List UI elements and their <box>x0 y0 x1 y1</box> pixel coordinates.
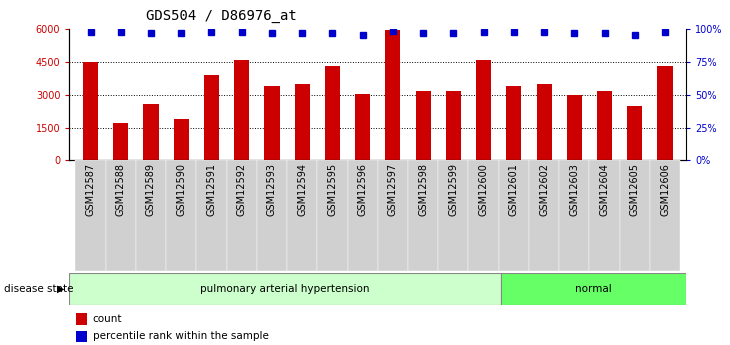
Bar <box>658 67 672 160</box>
Text: GSM12587: GSM12587 <box>85 162 96 216</box>
Text: percentile rank within the sample: percentile rank within the sample <box>93 331 269 341</box>
Bar <box>106 160 136 271</box>
Bar <box>318 160 347 271</box>
Bar <box>620 160 650 271</box>
Bar <box>446 90 461 160</box>
Bar <box>325 67 340 160</box>
Bar <box>295 84 310 160</box>
Text: GSM12602: GSM12602 <box>539 162 549 216</box>
Bar <box>438 160 469 271</box>
Bar <box>174 119 189 160</box>
Text: GSM12588: GSM12588 <box>116 162 126 216</box>
Bar <box>385 30 401 160</box>
Text: GSM12600: GSM12600 <box>479 162 488 216</box>
Bar <box>75 160 106 271</box>
Text: GSM12593: GSM12593 <box>267 162 277 216</box>
Bar <box>501 273 686 305</box>
Text: GSM12592: GSM12592 <box>237 162 247 216</box>
Text: GSM12594: GSM12594 <box>297 162 307 216</box>
Bar <box>75 331 87 342</box>
Text: count: count <box>93 314 123 324</box>
Text: GSM12601: GSM12601 <box>509 162 519 216</box>
Bar <box>499 160 529 271</box>
Text: pulmonary arterial hypertension: pulmonary arterial hypertension <box>201 284 370 294</box>
Bar <box>415 90 431 160</box>
Text: GSM12590: GSM12590 <box>176 162 186 216</box>
Bar <box>287 160 318 271</box>
Text: GSM12591: GSM12591 <box>207 162 217 216</box>
Text: GSM12598: GSM12598 <box>418 162 428 216</box>
Bar <box>650 160 680 271</box>
Bar <box>166 160 196 271</box>
Bar <box>75 314 87 325</box>
Bar <box>537 84 552 160</box>
Bar <box>234 60 249 160</box>
Bar <box>196 160 226 271</box>
Bar <box>113 123 128 160</box>
Text: GSM12599: GSM12599 <box>448 162 458 216</box>
Bar <box>476 60 491 160</box>
Bar <box>507 86 521 160</box>
Bar <box>408 160 438 271</box>
Bar <box>566 95 582 160</box>
Bar <box>597 90 612 160</box>
Text: disease state: disease state <box>4 284 73 294</box>
Bar <box>83 62 98 160</box>
Bar <box>355 94 370 160</box>
Text: GSM12596: GSM12596 <box>358 162 368 216</box>
Text: GSM12595: GSM12595 <box>328 162 337 216</box>
Bar <box>529 160 559 271</box>
Text: GSM12589: GSM12589 <box>146 162 156 216</box>
Bar <box>589 160 620 271</box>
Text: GSM12604: GSM12604 <box>599 162 610 216</box>
Text: GSM12606: GSM12606 <box>660 162 670 216</box>
Text: normal: normal <box>575 284 612 294</box>
Bar <box>627 106 642 160</box>
Bar <box>347 160 378 271</box>
Text: GSM12605: GSM12605 <box>630 162 639 216</box>
Text: ▶: ▶ <box>57 284 64 294</box>
Bar <box>257 160 287 271</box>
Bar <box>226 160 257 271</box>
Bar <box>264 86 280 160</box>
Bar <box>69 273 501 305</box>
Bar <box>559 160 589 271</box>
Bar <box>136 160 166 271</box>
Bar <box>378 160 408 271</box>
Bar <box>469 160 499 271</box>
Text: GSM12597: GSM12597 <box>388 162 398 216</box>
Bar <box>143 104 158 160</box>
Bar <box>204 75 219 160</box>
Text: GDS504 / D86976_at: GDS504 / D86976_at <box>146 9 297 23</box>
Text: GSM12603: GSM12603 <box>569 162 580 216</box>
